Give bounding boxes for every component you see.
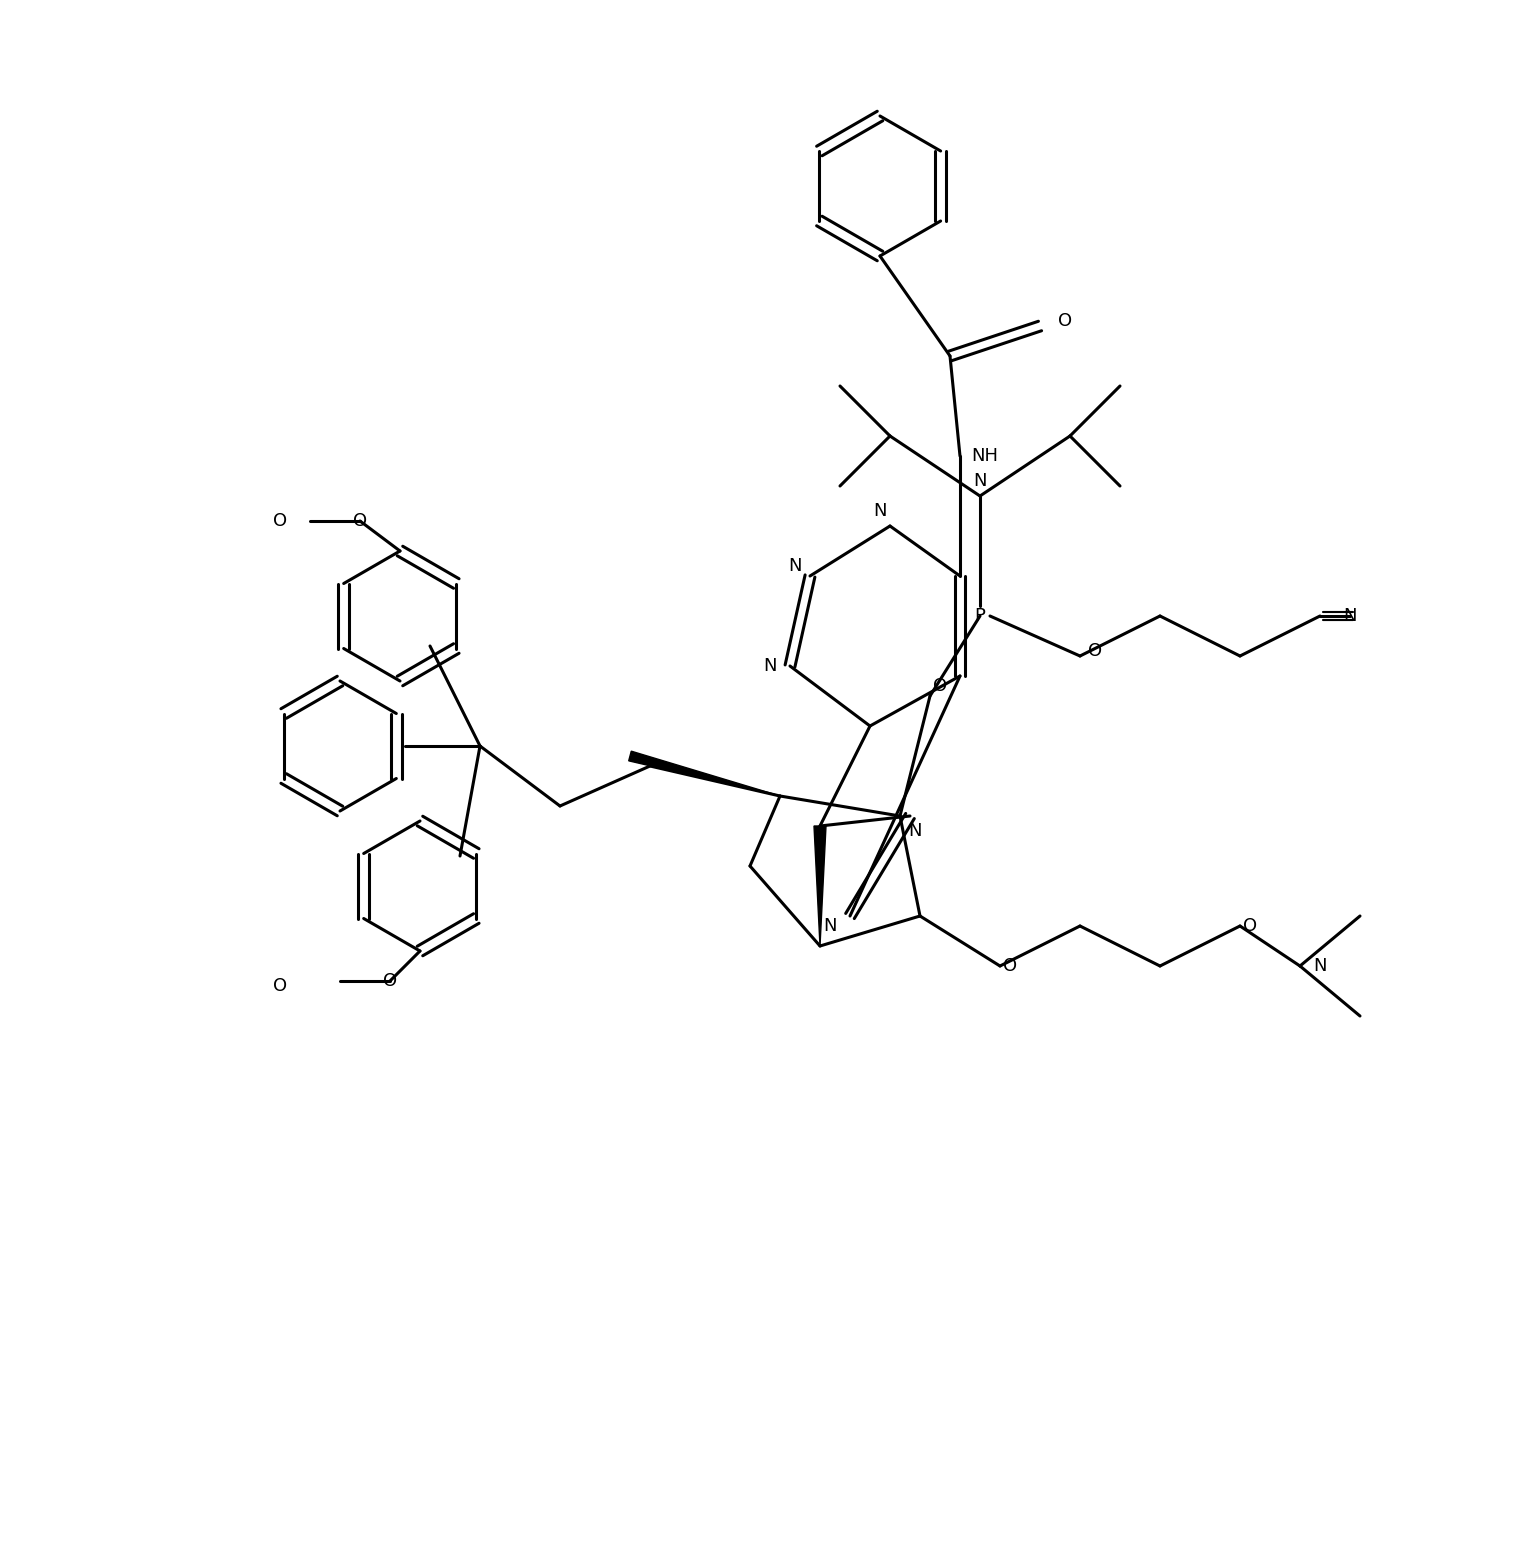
Text: N: N xyxy=(1344,608,1356,625)
Text: N: N xyxy=(763,658,777,675)
Text: O: O xyxy=(273,977,287,994)
Text: N: N xyxy=(974,471,986,490)
Text: O: O xyxy=(1003,957,1017,976)
Text: P: P xyxy=(974,608,986,625)
Text: N: N xyxy=(823,918,837,935)
Text: N: N xyxy=(788,557,802,575)
Text: N: N xyxy=(908,822,922,839)
Text: O: O xyxy=(1243,918,1256,935)
Text: O: O xyxy=(273,512,287,529)
Text: NH: NH xyxy=(971,446,998,465)
Polygon shape xyxy=(814,825,826,946)
Text: N: N xyxy=(1313,957,1327,976)
Text: O: O xyxy=(1058,312,1072,330)
Text: N: N xyxy=(874,503,886,520)
Polygon shape xyxy=(628,752,780,796)
Text: O: O xyxy=(1087,642,1101,659)
Text: O: O xyxy=(382,972,398,990)
Text: O: O xyxy=(932,677,948,695)
Text: O: O xyxy=(353,512,367,529)
